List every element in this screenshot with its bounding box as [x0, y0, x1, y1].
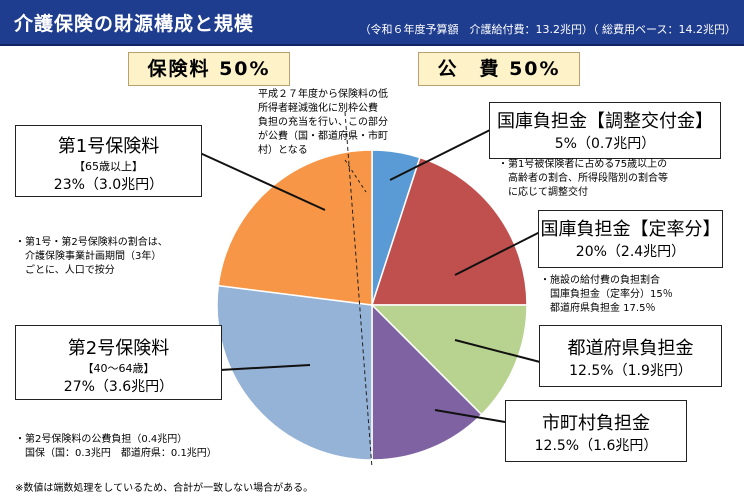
box-kokko-chosei: 国庫負担金【調整交付金】 5%（0.7兆円）	[489, 102, 721, 159]
leader-line-dai2	[219, 364, 311, 371]
pie-slice-3	[371, 303, 483, 461]
note-pointer-line	[344, 159, 367, 193]
leader-line-teiritsu	[454, 231, 541, 276]
box-kokko-teiritsu-value: 20%（2.4兆円）	[575, 244, 686, 260]
box-todofuken-value: 12.5%（1.9兆円）	[569, 363, 692, 379]
box-kokko-chosei-value: 5%（0.7兆円）	[554, 136, 656, 152]
split-line-dashed	[344, 111, 373, 469]
box-dai2-age: 【40～64歳】	[82, 362, 155, 375]
note-ratio-line: 介護保険事業計画期間（3年）	[15, 251, 162, 262]
leader-line-dai1	[199, 152, 326, 211]
note-dai2-public-line: 国保（国：0.3兆円 都道府県：0.1兆円）	[15, 448, 217, 459]
note-top-line: 村）となる	[258, 145, 308, 156]
note-teiritsu: ・施設の給付費の負担割合 国庫負担金（定率分）15％ 都道府県負担金 17.5％	[540, 274, 673, 316]
box-kokko-chosei-name: 国庫負担金【調整交付金】	[497, 111, 713, 132]
note-dai2-public: ・第2号保険料の公費負担（0.4兆円） 国保（国：0.3兆円 都道府県：0.1兆…	[15, 433, 217, 461]
box-todofuken: 都道府県負担金 12.5%（1.9兆円）	[539, 325, 722, 387]
pie-slice-1	[370, 156, 528, 306]
pie-slice-2	[370, 304, 528, 416]
box-kokko-teiritsu-name: 国庫負担金【定率分】	[540, 219, 721, 240]
note-ratio: ・第1号・第2号保険料の割合は、 介護保険事業計画期間（3年） ごとに、人口で按…	[15, 236, 168, 278]
note-top-line: 平成２７年度から保険料の低	[258, 89, 388, 100]
note-chosei-line: ・第1号被保険者に占める75歳以上の	[498, 159, 668, 170]
page-subtitle: （令和６年度予算額 介護給付費：13.2兆円）（ 総費用ベース：14.2兆円）	[359, 23, 736, 36]
box-dai2-value: 27%（3.6兆円）	[63, 379, 174, 395]
page-title: 介護保険の財源構成と規模	[14, 13, 255, 35]
box-dai1-value: 23%（3.0兆円）	[53, 177, 164, 193]
leader-line-chosei	[389, 129, 491, 181]
pie-slice-4	[216, 284, 373, 461]
note-dai2-public-line: ・第2号保険料の公費負担（0.4兆円）	[15, 434, 188, 445]
leader-line-shichoson	[434, 409, 506, 423]
box-shichoson: 市町村負担金 12.5%（1.6兆円）	[505, 400, 687, 462]
box-todofuken-name: 都道府県負担金	[567, 338, 694, 359]
note-top-public-funding: 平成２７年度から保険料の低 所得者軽減強化に別枠公費 負担の充当を行い、この部分…	[258, 88, 388, 158]
note-top-line: 負担の充当を行い、この部分	[258, 117, 388, 128]
box-kokko-teiritsu: 国庫負担金【定率分】 20%（2.4兆円）	[538, 210, 723, 268]
pie-slice-5	[217, 149, 373, 306]
box-dai1-age: 【65歳以上】	[74, 160, 143, 173]
box-dai2: 第2号保険料 【40～64歳】 27%（3.6兆円）	[15, 325, 222, 400]
box-dai1-name: 第1号保険料	[57, 136, 160, 157]
note-chosei: ・第1号被保険者に占める75歳以上の 高齢者の割合、所得段階別の割合等 に応じて…	[498, 158, 668, 200]
leader-line-todofuken	[454, 339, 541, 363]
note-chosei-line: 高齢者の割合、所得段階別の割合等	[498, 173, 668, 184]
note-top-line: が公費（国・都道府県・市町	[258, 131, 388, 142]
public-band-label: 公 費 50%	[418, 52, 580, 86]
box-dai1: 第1号保険料 【65歳以上】 23%（3.0兆円）	[15, 125, 202, 197]
note-teiritsu-line: 都道府県負担金 17.5％	[540, 303, 656, 314]
box-dai2-name: 第2号保険料	[67, 338, 170, 359]
footnote: ※数値は端数処理をしているため、合計が一致しない場合がある。	[15, 483, 314, 494]
box-shichoson-name: 市町村負担金	[542, 413, 650, 434]
note-ratio-line: ・第1号・第2号保険料の割合は、	[15, 237, 168, 248]
header-bar: 介護保険の財源構成と規模 （令和６年度予算額 介護給付費：13.2兆円）（ 総費…	[0, 0, 744, 46]
note-chosei-line: に応じて調整交付	[498, 187, 588, 198]
note-teiritsu-line: ・施設の給付費の負担割合	[540, 275, 660, 286]
insurance-band-label: 保険料 50%	[128, 52, 290, 86]
box-shichoson-value: 12.5%（1.6兆円）	[534, 438, 658, 454]
note-ratio-line: ごとに、人口で按分	[15, 265, 115, 276]
note-teiritsu-line: 国庫負担金（定率分）15％	[540, 289, 673, 300]
note-top-line: 所得者軽減強化に別枠公費	[258, 103, 378, 114]
